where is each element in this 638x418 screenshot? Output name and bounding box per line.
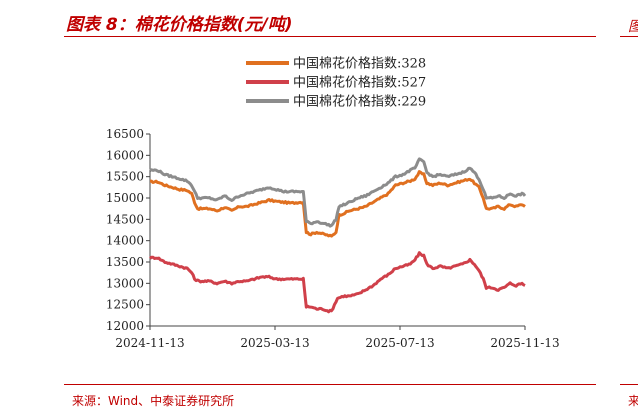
y-tick-label: 14000 bbox=[106, 234, 144, 248]
axes: 12000 12500 13000 13500 14000 14500 15000 15500… bbox=[106, 127, 560, 350]
title-bar: 图表 8：棉花价格指数(元/吨) bbox=[64, 4, 596, 37]
y-tick-label: 13500 bbox=[106, 255, 144, 269]
source-note: 来源：Wind、中泰证券研究所 bbox=[72, 394, 235, 408]
series-line bbox=[150, 170, 526, 238]
legend-label: 中国棉花价格指数:527 bbox=[293, 75, 426, 91]
chart-title: 图表 8：棉花价格指数(元/吨) bbox=[66, 15, 293, 35]
side-glyph-bottom: 来 bbox=[628, 394, 638, 408]
x-tick-label: 2025-11-13 bbox=[490, 336, 559, 350]
side-divider-bottom bbox=[620, 384, 638, 385]
series-line bbox=[149, 157, 527, 228]
x-tick-label: 2025-03-13 bbox=[240, 336, 309, 350]
series-lines bbox=[149, 157, 527, 314]
y-tick-label: 16500 bbox=[106, 127, 144, 141]
legend-label: 中国棉花价格指数:328 bbox=[293, 56, 426, 72]
side-glyph-top: 图 bbox=[628, 16, 638, 36]
y-tick-label: 13000 bbox=[106, 276, 144, 290]
source-divider bbox=[64, 384, 596, 385]
y-tick-label: 15000 bbox=[106, 191, 144, 205]
series-line bbox=[149, 251, 526, 314]
legend-label: 中国棉花价格指数:229 bbox=[293, 94, 426, 110]
x-tick-label: 2025-07-13 bbox=[365, 336, 434, 350]
x-tick-label: 2024-11-13 bbox=[115, 336, 184, 350]
y-tick-label: 14500 bbox=[106, 212, 144, 226]
y-tick-label: 15500 bbox=[106, 170, 144, 184]
y-tick-label: 12500 bbox=[106, 298, 144, 312]
side-divider-top bbox=[620, 4, 638, 37]
y-tick-label: 16000 bbox=[106, 148, 144, 162]
y-tick-label: 12000 bbox=[106, 319, 144, 333]
legend: 中国棉花价格指数:328 中国棉花价格指数:527 中国棉花价格指数:229 bbox=[246, 56, 426, 110]
